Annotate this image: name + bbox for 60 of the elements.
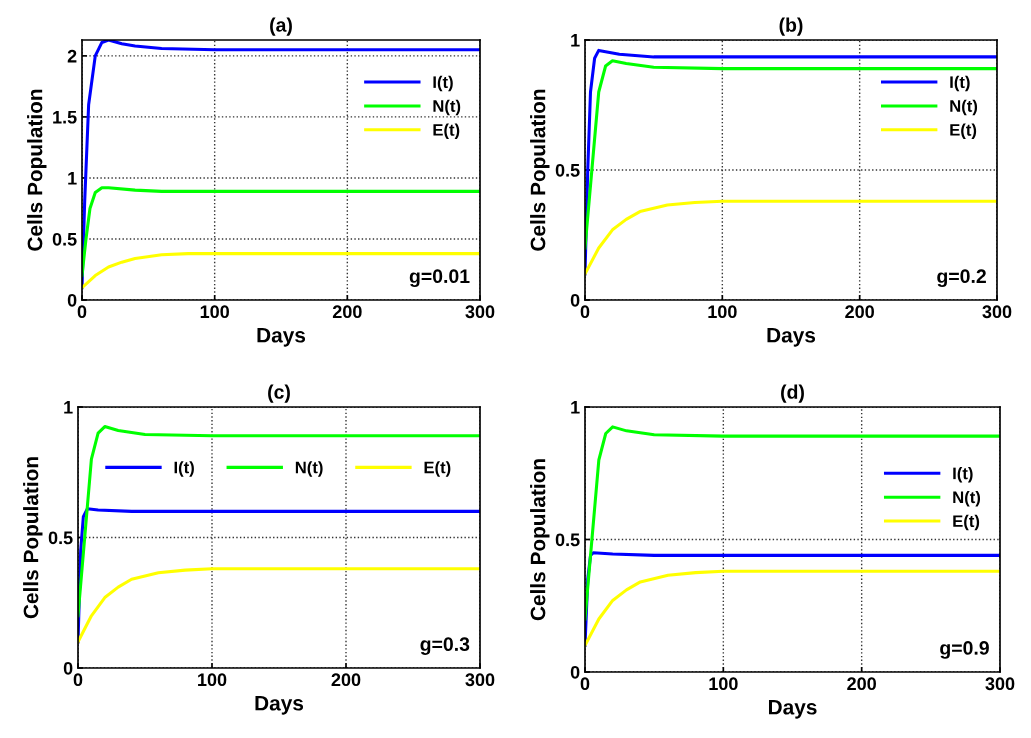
- legend-label: E(t): [433, 123, 460, 140]
- legend-label: N(t): [433, 99, 461, 116]
- annotation: g=0.3: [420, 637, 470, 655]
- x-tick-label: 0: [580, 305, 590, 319]
- x-tick-label: 200: [847, 677, 876, 691]
- x-tick-label: 200: [845, 305, 874, 319]
- x-tick-label: 300: [465, 673, 495, 687]
- x-axis-title: Days: [768, 700, 817, 719]
- y-tick-label: 0.5: [555, 163, 580, 177]
- x-tick-label: 100: [198, 673, 227, 687]
- annotation: g=0.01: [409, 269, 470, 287]
- legend-label: I(t): [950, 75, 970, 92]
- x-tick-label: 200: [332, 305, 362, 319]
- y-tick-label: 1.5: [53, 111, 77, 124]
- y-tick-label: 1: [571, 34, 580, 47]
- y-axis-title: Cells Population: [23, 457, 43, 619]
- chart-title: (c): [268, 384, 290, 403]
- legend-label: E(t): [424, 461, 451, 477]
- legend-label: N(t): [953, 490, 981, 507]
- x-tick-label: 0: [580, 677, 590, 691]
- x-axis-title: Days: [767, 328, 816, 347]
- y-tick-label: 1: [64, 401, 73, 414]
- y-tick-label: 2: [67, 49, 77, 63]
- legend-label: I(t): [433, 75, 453, 92]
- x-tick-label: 100: [708, 305, 737, 319]
- line-series: [585, 425, 1000, 621]
- line-series: [82, 252, 480, 290]
- annotation: g=0.2: [937, 269, 986, 287]
- chart-title: (d): [781, 384, 804, 403]
- legend-label: I(t): [953, 467, 973, 483]
- legend-label: E(t): [953, 514, 980, 531]
- y-tick-label: 0: [67, 293, 77, 307]
- y-axis-title: Cells Population: [530, 459, 550, 621]
- x-tick-label: 200: [331, 673, 361, 687]
- y-tick-label: 0.5: [555, 533, 580, 547]
- x-tick-label: 300: [985, 677, 1015, 691]
- y-tick-label: 1: [571, 401, 580, 414]
- y-axis-title: Cells Population: [27, 89, 47, 251]
- x-tick-label: 100: [709, 677, 738, 691]
- annotation: g=0.9: [940, 641, 989, 659]
- y-axis-title: Cells Population: [530, 89, 550, 251]
- x-axis-title: Days: [255, 696, 304, 715]
- x-tick-label: 100: [200, 305, 229, 319]
- legend-label: E(t): [950, 123, 977, 140]
- y-tick-label: 0: [570, 293, 580, 307]
- x-tick-label: 0: [77, 305, 87, 319]
- line-series: [78, 425, 480, 618]
- chart-title: (b): [779, 17, 803, 36]
- y-tick-label: 0.5: [52, 232, 77, 246]
- y-tick-label: 0: [63, 661, 73, 675]
- legend-label: N(t): [295, 461, 323, 477]
- x-tick-label: 300: [465, 305, 495, 319]
- x-axis-title: Days: [257, 328, 306, 347]
- y-tick-label: 1: [68, 172, 77, 185]
- line-series: [585, 59, 997, 250]
- chart-title: (a): [270, 17, 292, 36]
- y-tick-label: 0.5: [48, 531, 73, 545]
- legend-label: I(t): [174, 461, 194, 477]
- x-tick-label: 300: [982, 305, 1012, 319]
- legend-label: N(t): [950, 99, 978, 116]
